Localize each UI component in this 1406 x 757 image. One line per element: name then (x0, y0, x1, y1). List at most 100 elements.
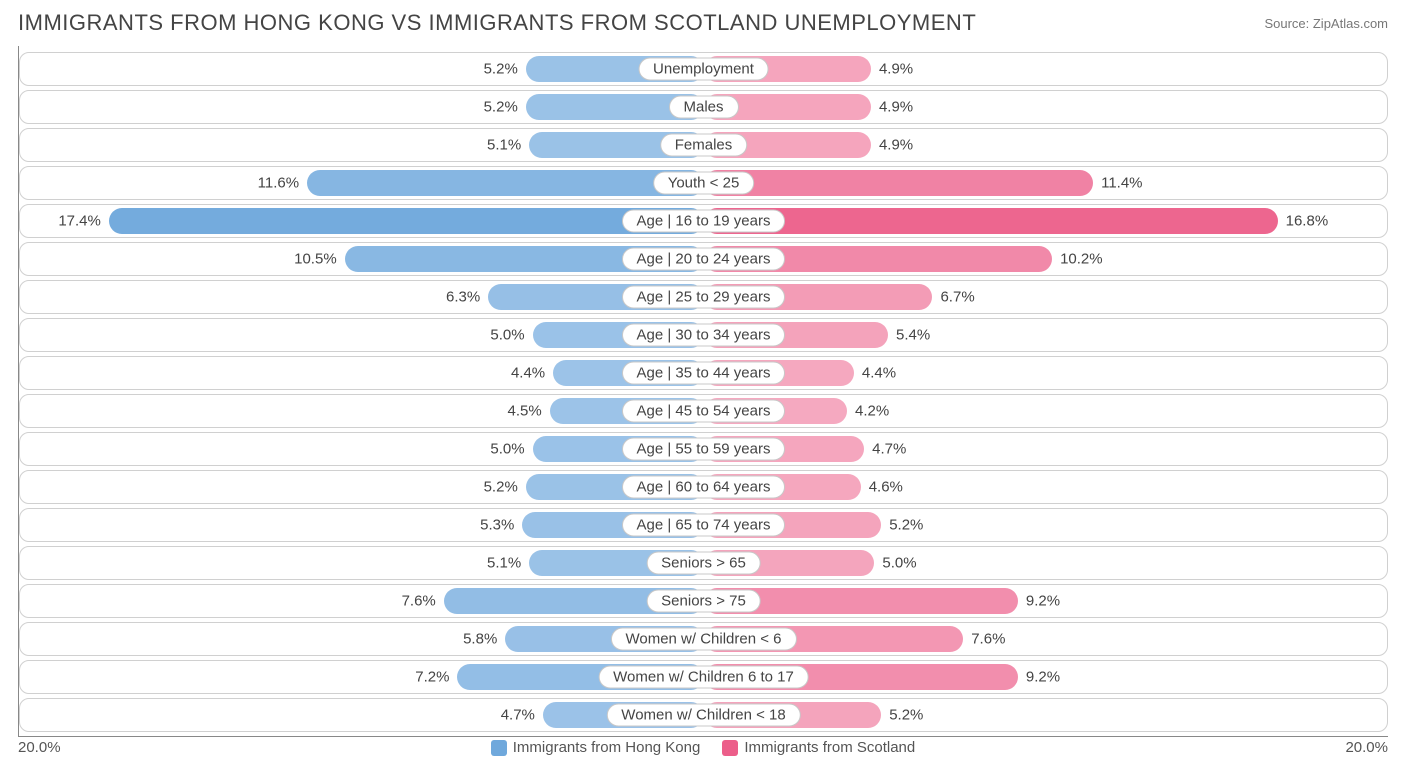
category-label: Age | 60 to 64 years (622, 476, 786, 499)
row-left-half: 5.8% (20, 623, 704, 655)
row-left-half: 10.5% (20, 243, 704, 275)
category-label: Age | 20 to 24 years (622, 248, 786, 271)
chart-footer: 20.0% Immigrants from Hong Kong Immigran… (18, 739, 1388, 756)
legend-item-right: Immigrants from Scotland (722, 739, 915, 756)
diverging-bar-chart: 5.2%4.9%Unemployment5.2%4.9%Males5.1%4.9… (18, 46, 1388, 737)
row-right-half: 16.8% (704, 205, 1388, 237)
chart-row: 4.5%4.2%Age | 45 to 54 years (19, 394, 1388, 428)
value-label-left: 4.5% (508, 403, 542, 420)
value-label-right: 4.6% (869, 479, 903, 496)
chart-row: 5.0% 4.7% Age | 55 to 59 years (19, 432, 1388, 466)
category-label: Youth < 25 (653, 172, 755, 195)
chart-row: 4.7% 5.2% Women w/ Children < 18 (19, 698, 1388, 732)
row-right-half: 5.2% (704, 699, 1388, 731)
row-right-half: 9.2% (704, 585, 1388, 617)
row-right-half: 5.2% (704, 509, 1388, 541)
legend: Immigrants from Hong Kong Immigrants fro… (491, 739, 915, 756)
chart-row: 5.1%5.0%Seniors > 65 (19, 546, 1388, 580)
chart-row: 17.4% 16.8% Age | 16 to 19 years (19, 204, 1388, 238)
bar-right (704, 170, 1094, 196)
value-label-left: 6.3% (446, 289, 480, 306)
value-label-right: 4.7% (872, 441, 906, 458)
value-label-left: 5.2% (484, 61, 518, 78)
chart-row: 7.6% 9.2% Seniors > 75 (19, 584, 1388, 618)
value-label-left: 7.6% (402, 593, 436, 610)
legend-label-left: Immigrants from Hong Kong (513, 739, 701, 756)
value-label-left: 5.1% (487, 137, 521, 154)
category-label: Females (660, 134, 748, 157)
row-right-half: 4.9% (704, 91, 1388, 123)
chart-row: 5.2% 4.9% Males (19, 90, 1388, 124)
axis-max-right: 20.0% (1345, 739, 1388, 756)
row-left-half: 5.3% (20, 509, 704, 541)
value-label-left: 5.1% (487, 555, 521, 572)
chart-title: IMMIGRANTS FROM HONG KONG VS IMMIGRANTS … (18, 10, 976, 36)
row-left-half: 17.4% (20, 205, 704, 237)
category-label: Age | 65 to 74 years (622, 514, 786, 537)
value-label-right: 7.6% (971, 631, 1005, 648)
row-left-half: 4.5% (20, 395, 704, 427)
axis-max-left: 20.0% (18, 739, 61, 756)
category-label: Age | 25 to 29 years (622, 286, 786, 309)
row-left-half: 5.1% (20, 129, 704, 161)
value-label-right: 5.0% (882, 555, 916, 572)
category-label: Age | 55 to 59 years (622, 438, 786, 461)
row-right-half: 6.7% (704, 281, 1388, 313)
value-label-right: 4.9% (879, 99, 913, 116)
value-label-left: 10.5% (294, 251, 337, 268)
row-left-half: 11.6% (20, 167, 704, 199)
chart-row: 10.5% 10.2% Age | 20 to 24 years (19, 242, 1388, 276)
row-left-half: 4.4% (20, 357, 704, 389)
row-right-half: 4.2% (704, 395, 1388, 427)
value-label-right: 10.2% (1060, 251, 1103, 268)
value-label-right: 5.2% (889, 517, 923, 534)
category-label: Age | 35 to 44 years (622, 362, 786, 385)
chart-row: 5.8% 7.6% Women w/ Children < 6 (19, 622, 1388, 656)
value-label-right: 4.9% (879, 137, 913, 154)
category-label: Seniors > 75 (646, 590, 761, 613)
value-label-right: 11.4% (1101, 175, 1142, 192)
value-label-left: 5.3% (480, 517, 514, 534)
row-right-half: 10.2% (704, 243, 1388, 275)
value-label-left: 5.2% (484, 479, 518, 496)
category-label: Age | 30 to 34 years (622, 324, 786, 347)
row-right-half: 4.9% (704, 53, 1388, 85)
value-label-right: 5.4% (896, 327, 930, 344)
value-label-right: 6.7% (940, 289, 974, 306)
row-right-half: 7.6% (704, 623, 1388, 655)
chart-row: 5.2% 4.6% Age | 60 to 64 years (19, 470, 1388, 504)
chart-row: 6.3% 6.7% Age | 25 to 29 years (19, 280, 1388, 314)
value-label-left: 7.2% (415, 669, 449, 686)
row-right-half: 4.6% (704, 471, 1388, 503)
row-left-half: 5.1% (20, 547, 704, 579)
category-label: Women w/ Children < 18 (606, 704, 800, 727)
row-left-half: 5.2% (20, 471, 704, 503)
row-left-half: 4.7% (20, 699, 704, 731)
legend-swatch-left (491, 740, 507, 756)
row-left-half: 7.6% (20, 585, 704, 617)
row-left-half: 6.3% (20, 281, 704, 313)
value-label-left: 5.0% (490, 441, 524, 458)
row-left-half: 5.0% (20, 319, 704, 351)
value-label-right: 9.2% (1026, 669, 1060, 686)
value-label-left: 11.6% (258, 175, 299, 192)
chart-row: 5.2%4.9%Unemployment (19, 52, 1388, 86)
row-left-half: 5.0% (20, 433, 704, 465)
value-label-left: 4.7% (501, 707, 535, 724)
category-label: Women w/ Children < 6 (610, 628, 796, 651)
value-label-left: 5.0% (490, 327, 524, 344)
category-label: Males (668, 96, 738, 119)
value-label-left: 17.4% (58, 213, 101, 230)
value-label-left: 5.8% (463, 631, 497, 648)
category-label: Age | 16 to 19 years (622, 210, 786, 233)
chart-row: 7.2%9.2%Women w/ Children 6 to 17 (19, 660, 1388, 694)
row-right-half: 4.9% (704, 129, 1388, 161)
value-label-left: 5.2% (484, 99, 518, 116)
chart-row: 5.3% 5.2% Age | 65 to 74 years (19, 508, 1388, 542)
row-right-half: 4.7% (704, 433, 1388, 465)
value-label-right: 16.8% (1286, 213, 1329, 230)
chart-row: 5.1% 4.9% Females (19, 128, 1388, 162)
value-label-right: 9.2% (1026, 593, 1060, 610)
value-label-left: 4.4% (511, 365, 545, 382)
value-label-right: 5.2% (889, 707, 923, 724)
